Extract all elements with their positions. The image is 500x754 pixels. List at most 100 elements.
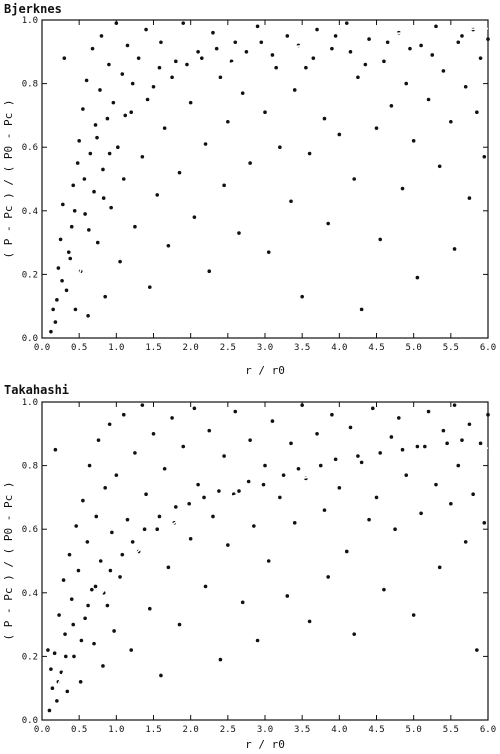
scatter-point — [52, 651, 57, 656]
scatter-point — [133, 224, 137, 229]
scatter-point — [61, 578, 66, 582]
scatter-point — [81, 498, 85, 503]
y-tick-label: 0.6 — [22, 143, 38, 153]
scatter-point — [218, 657, 223, 662]
scatter-point — [307, 619, 312, 624]
scatter-point — [400, 186, 405, 191]
scatter-point — [382, 587, 386, 592]
scatter-point — [278, 145, 282, 149]
scatter-point — [411, 139, 416, 143]
panel-title-takahashi: Takahashi — [4, 383, 69, 397]
scatter-point — [248, 161, 252, 165]
scatter-point — [196, 482, 200, 487]
x-tick-label: 4.0 — [331, 343, 347, 353]
scatter-point — [101, 196, 106, 200]
scatter-point — [49, 667, 53, 671]
x-tick-label: 2.5 — [220, 343, 236, 353]
scatter-point — [123, 113, 128, 118]
scatter-point — [359, 460, 364, 465]
scatter-point — [151, 84, 156, 89]
plot-frame-bjerknes — [41, 19, 489, 339]
scatter-point — [157, 65, 162, 70]
scatter-point — [121, 412, 126, 417]
scatter-point — [129, 648, 133, 652]
scatter-point — [463, 540, 468, 544]
scatter-point — [274, 65, 278, 70]
scatter-point — [125, 43, 130, 48]
scatter-point — [207, 269, 212, 274]
scatter-point — [400, 447, 405, 452]
scatter-point — [82, 177, 87, 181]
scatter-point — [237, 231, 241, 235]
scatter-point — [452, 247, 457, 251]
y-axis-label-bjerknes: ( P - Pc ) / ( P0 - Pc ) — [2, 100, 15, 259]
scatter-point — [162, 126, 167, 130]
scatter-point — [281, 473, 286, 477]
scatter-point — [133, 451, 137, 455]
scatter-point — [285, 34, 290, 38]
scatter-point — [378, 451, 383, 455]
scatter-point — [382, 59, 386, 64]
scatter-point — [101, 664, 105, 668]
scatter-point — [181, 21, 186, 25]
scatter-point — [84, 78, 89, 83]
scatter-point — [95, 135, 99, 140]
scatter-point — [467, 422, 472, 427]
scatter-point — [434, 482, 438, 487]
scatter-point — [107, 422, 112, 427]
scatter-point — [62, 56, 67, 60]
scatter-point — [326, 575, 330, 579]
scatter-point — [66, 250, 71, 254]
scatter-point — [389, 104, 394, 108]
x-tick-label: 3.5 — [294, 343, 310, 353]
x-tick-label: 2.5 — [220, 725, 236, 735]
scatter-point — [60, 278, 64, 283]
scatter-point — [419, 511, 423, 516]
scatter-point — [255, 24, 260, 29]
scatter-point — [246, 479, 251, 484]
scatter-point — [426, 97, 431, 102]
scatter-point — [61, 202, 65, 207]
scatter-point — [170, 75, 174, 80]
scatter-point — [330, 46, 334, 51]
scatter-point — [196, 50, 200, 54]
scatter-point — [415, 444, 420, 449]
scatter-point — [449, 119, 453, 124]
panel-title-bjerknes: Bjerknes — [4, 2, 62, 16]
scatter-point — [76, 568, 81, 573]
scatter-point — [69, 597, 74, 601]
scatter-point — [73, 307, 78, 312]
scatter-point — [307, 151, 312, 156]
scatter-point — [437, 565, 442, 570]
scatter-point — [99, 34, 104, 38]
x-tick-label: 6.0 — [480, 343, 496, 353]
x-tick-label: 2.0 — [183, 343, 199, 353]
scatter-point — [105, 116, 110, 121]
scatter-point — [222, 454, 226, 458]
x-tick-label: 4.0 — [331, 725, 347, 735]
scatter-point — [185, 62, 189, 67]
scatter-point — [456, 40, 461, 45]
scatter-point — [83, 212, 87, 216]
scatter-point — [430, 53, 435, 57]
scatter-point — [278, 495, 282, 500]
scatter-point — [93, 584, 98, 589]
scatter-point — [456, 463, 461, 468]
scatter-point — [419, 43, 423, 48]
scatter-point — [226, 119, 230, 124]
scatter-point — [118, 259, 122, 264]
scatter-point — [81, 107, 85, 111]
scatter-point — [478, 56, 483, 60]
scatter-point — [142, 527, 147, 531]
y-tick-label: 0.4 — [22, 207, 38, 217]
scatter-point — [170, 416, 174, 420]
scatter-point — [56, 266, 61, 270]
scatter-point — [315, 27, 319, 32]
scatter-point — [385, 40, 390, 45]
scatter-point — [259, 40, 264, 45]
scatter-point — [233, 409, 238, 414]
scatter-point — [261, 482, 266, 487]
y-tick-label: 0.2 — [22, 270, 38, 280]
scatter-point — [107, 62, 111, 67]
